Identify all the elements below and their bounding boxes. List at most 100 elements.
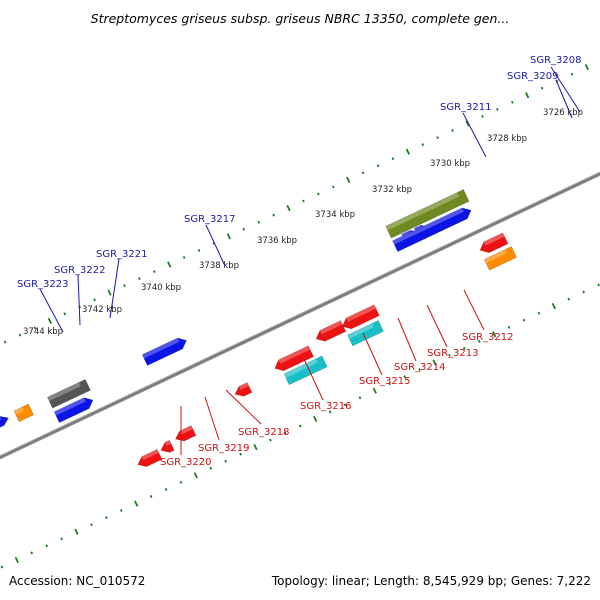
gene-label[interactable]: SGR_3223 (17, 279, 69, 290)
gene-feature[interactable] (159, 439, 175, 455)
gene-feature-highlight (483, 232, 505, 246)
track-tick (0, 565, 4, 569)
gene-label[interactable]: SGR_3212 (462, 332, 514, 343)
track-tick (507, 325, 511, 329)
track-tick (164, 487, 168, 491)
gene-feature[interactable] (135, 448, 163, 469)
tick-label: 3726 kbp (543, 108, 583, 118)
gene-feature[interactable] (13, 403, 34, 423)
track-tick (224, 459, 227, 463)
gene-feature-highlight (346, 304, 376, 322)
gene-feature[interactable] (347, 320, 384, 347)
gene-label[interactable]: SGR_3219 (198, 443, 250, 454)
gene-label[interactable]: SGR_3221 (96, 249, 148, 260)
track-tick (496, 107, 499, 111)
track-tick (418, 368, 421, 372)
track-tick (525, 92, 530, 99)
track-tick (376, 164, 380, 168)
gene-feature[interactable] (46, 378, 91, 409)
reverse-dotted-track (0, 283, 600, 569)
gene-label[interactable]: SGR_3220 (160, 457, 212, 468)
gene-feature-highlight (13, 407, 24, 415)
track-tick (47, 317, 52, 325)
gene-feature[interactable] (141, 335, 189, 366)
track-tick (138, 277, 141, 281)
track-tick (193, 472, 198, 479)
gene-feature[interactable] (385, 189, 470, 239)
gene-feature[interactable] (392, 205, 474, 253)
track-tick (403, 375, 407, 379)
track-tick (540, 86, 544, 90)
track-tick (465, 120, 470, 127)
track-tick (134, 500, 139, 507)
gene-label[interactable]: SGR_3214 (394, 362, 446, 373)
track-tick (269, 438, 272, 442)
track-tick (30, 551, 34, 555)
track-tick (167, 261, 172, 268)
gene-label[interactable]: SGR_3222 (54, 265, 106, 276)
gene-feature[interactable] (314, 320, 347, 345)
gene-feature-highlight (141, 449, 159, 461)
gene-label[interactable]: SGR_3211 (440, 102, 492, 113)
track-tick (570, 72, 574, 76)
track-tick (272, 213, 275, 217)
track-tick (107, 289, 112, 296)
track-tick (242, 227, 246, 231)
track-tick (388, 382, 392, 386)
track-tick (597, 283, 600, 287)
track-tick (239, 452, 242, 456)
track-tick (152, 270, 156, 274)
accession-text: Accession: NC_010572 (9, 574, 146, 588)
gene-label[interactable]: SGR_3216 (300, 401, 352, 412)
gene-label[interactable]: SGR_3215 (359, 376, 411, 387)
track-tick (179, 480, 183, 484)
gene-label[interactable]: SGR_3208 (530, 55, 582, 66)
gene-feature-highlight (239, 382, 249, 390)
track-tick (286, 204, 291, 212)
track-tick (93, 298, 96, 302)
gene-feature-highlight (179, 425, 193, 435)
gene-feature[interactable] (283, 355, 328, 386)
track-tick (226, 233, 231, 240)
track-tick (492, 331, 497, 338)
track-tick (537, 311, 541, 315)
track-tick (448, 353, 451, 357)
gene-feature-highlight (392, 207, 464, 245)
track-tick (123, 284, 126, 288)
track-tick (522, 318, 526, 322)
tick-label: 3734 kbp (315, 210, 355, 220)
track-tick (463, 346, 466, 350)
gene-label[interactable]: SGR_3217 (184, 214, 236, 225)
track-tick (119, 509, 123, 513)
gene-feature[interactable] (272, 345, 314, 374)
gene-feature[interactable] (0, 413, 11, 429)
gene-feature[interactable] (233, 382, 253, 399)
gene-labels: SGR_3208 SGR_3209 SGR_3211 SGR_3217 SGR_… (17, 55, 582, 468)
track-tick (60, 537, 63, 541)
gene-feature[interactable] (477, 232, 509, 256)
gene-feature[interactable] (483, 246, 517, 271)
track-tick (358, 396, 362, 400)
gene-label[interactable]: SGR_3209 (507, 71, 559, 82)
track-tick (313, 415, 318, 423)
forward-dotted-track (3, 63, 589, 344)
track-tick (284, 431, 287, 435)
track-tick (481, 114, 484, 118)
gene-label[interactable]: SGR_3213 (427, 348, 479, 359)
gene-feature-highlight (164, 440, 172, 446)
gene-label[interactable]: SGR_3218 (238, 427, 290, 438)
track-tick (253, 444, 258, 451)
gene-feature-highlight (347, 323, 374, 339)
track-tick (421, 143, 425, 147)
genome-title: Streptomyces griseus subsp. griseus NBRC… (90, 11, 510, 26)
track-tick (551, 303, 556, 310)
gene-feature[interactable] (340, 304, 380, 332)
tick-label: 3730 kbp (430, 159, 470, 169)
genome-summary-text: Topology: linear; Length: 8,545,929 bp; … (271, 574, 591, 588)
track-tick (63, 312, 67, 316)
track-tick (343, 403, 347, 407)
track-tick (391, 157, 395, 161)
gene-feature[interactable] (53, 395, 95, 424)
